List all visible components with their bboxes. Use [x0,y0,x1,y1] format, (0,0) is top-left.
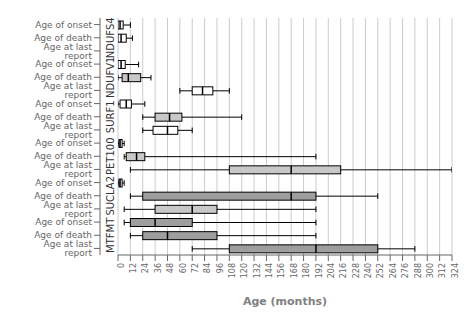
svg-text:PET100: PET100 [105,137,116,175]
svg-text:96: 96 [216,263,225,273]
svg-text:288: 288 [414,263,423,278]
svg-text:Age at lastreport: Age at lastreport [44,239,93,258]
svg-text:180: 180 [302,263,311,278]
svg-text:SUCLA2: SUCLA2 [105,176,116,216]
svg-text:MTFMT: MTFMT [105,217,116,253]
svg-text:Age of onset: Age of onset [35,217,92,227]
svg-text:84: 84 [203,263,212,273]
svg-text:Age at lastreport: Age at lastreport [44,121,93,140]
svg-text:276: 276 [401,263,410,278]
svg-text:156: 156 [277,263,286,278]
svg-text:228: 228 [352,263,361,278]
svg-text:NDUFS4: NDUFS4 [105,17,116,58]
svg-text:12: 12 [129,263,138,273]
svg-text:Age at lastreport: Age at lastreport [44,42,93,61]
svg-text:192: 192 [315,263,324,278]
svg-text:24: 24 [141,263,150,273]
svg-text:132: 132 [253,263,262,278]
svg-text:252: 252 [376,263,385,278]
svg-text:Age of onset: Age of onset [35,99,92,109]
svg-text:Age at lastreport: Age at lastreport [44,160,93,179]
svg-text:Age of onset: Age of onset [35,178,92,188]
svg-text:0: 0 [117,263,126,268]
svg-text:300: 300 [426,263,435,278]
svg-text:264: 264 [389,263,398,278]
svg-text:Age of death: Age of death [34,72,92,83]
svg-text:204: 204 [327,263,336,278]
svg-text:Age of death: Age of death [34,230,92,241]
svg-text:Age of onset: Age of onset [35,138,92,148]
svg-text:Age of death: Age of death [34,190,92,201]
svg-text:72: 72 [191,263,200,273]
svg-text:144: 144 [265,263,274,278]
svg-text:Age (months): Age (months) [243,295,327,308]
svg-text:48: 48 [166,263,175,273]
svg-text:216: 216 [339,263,348,278]
svg-text:Age at lastreport: Age at lastreport [44,81,93,100]
svg-text:324: 324 [451,263,460,278]
svg-text:Age at lastreport: Age at lastreport [44,200,93,219]
svg-text:60: 60 [179,263,188,273]
svg-text:312: 312 [438,263,447,278]
svg-text:120: 120 [240,263,249,278]
svg-text:240: 240 [364,263,373,278]
svg-text:NDUFV1: NDUFV1 [105,57,116,98]
svg-text:36: 36 [154,263,163,273]
svg-text:Age of onset: Age of onset [35,20,92,30]
svg-text:Age of death: Age of death [34,32,92,43]
svg-text:SURF1: SURF1 [105,100,116,133]
svg-text:168: 168 [290,263,299,278]
svg-text:Age of onset: Age of onset [35,59,92,69]
svg-text:Age of death: Age of death [34,151,92,162]
svg-text:Age of death: Age of death [34,111,92,122]
svg-text:108: 108 [228,263,237,278]
